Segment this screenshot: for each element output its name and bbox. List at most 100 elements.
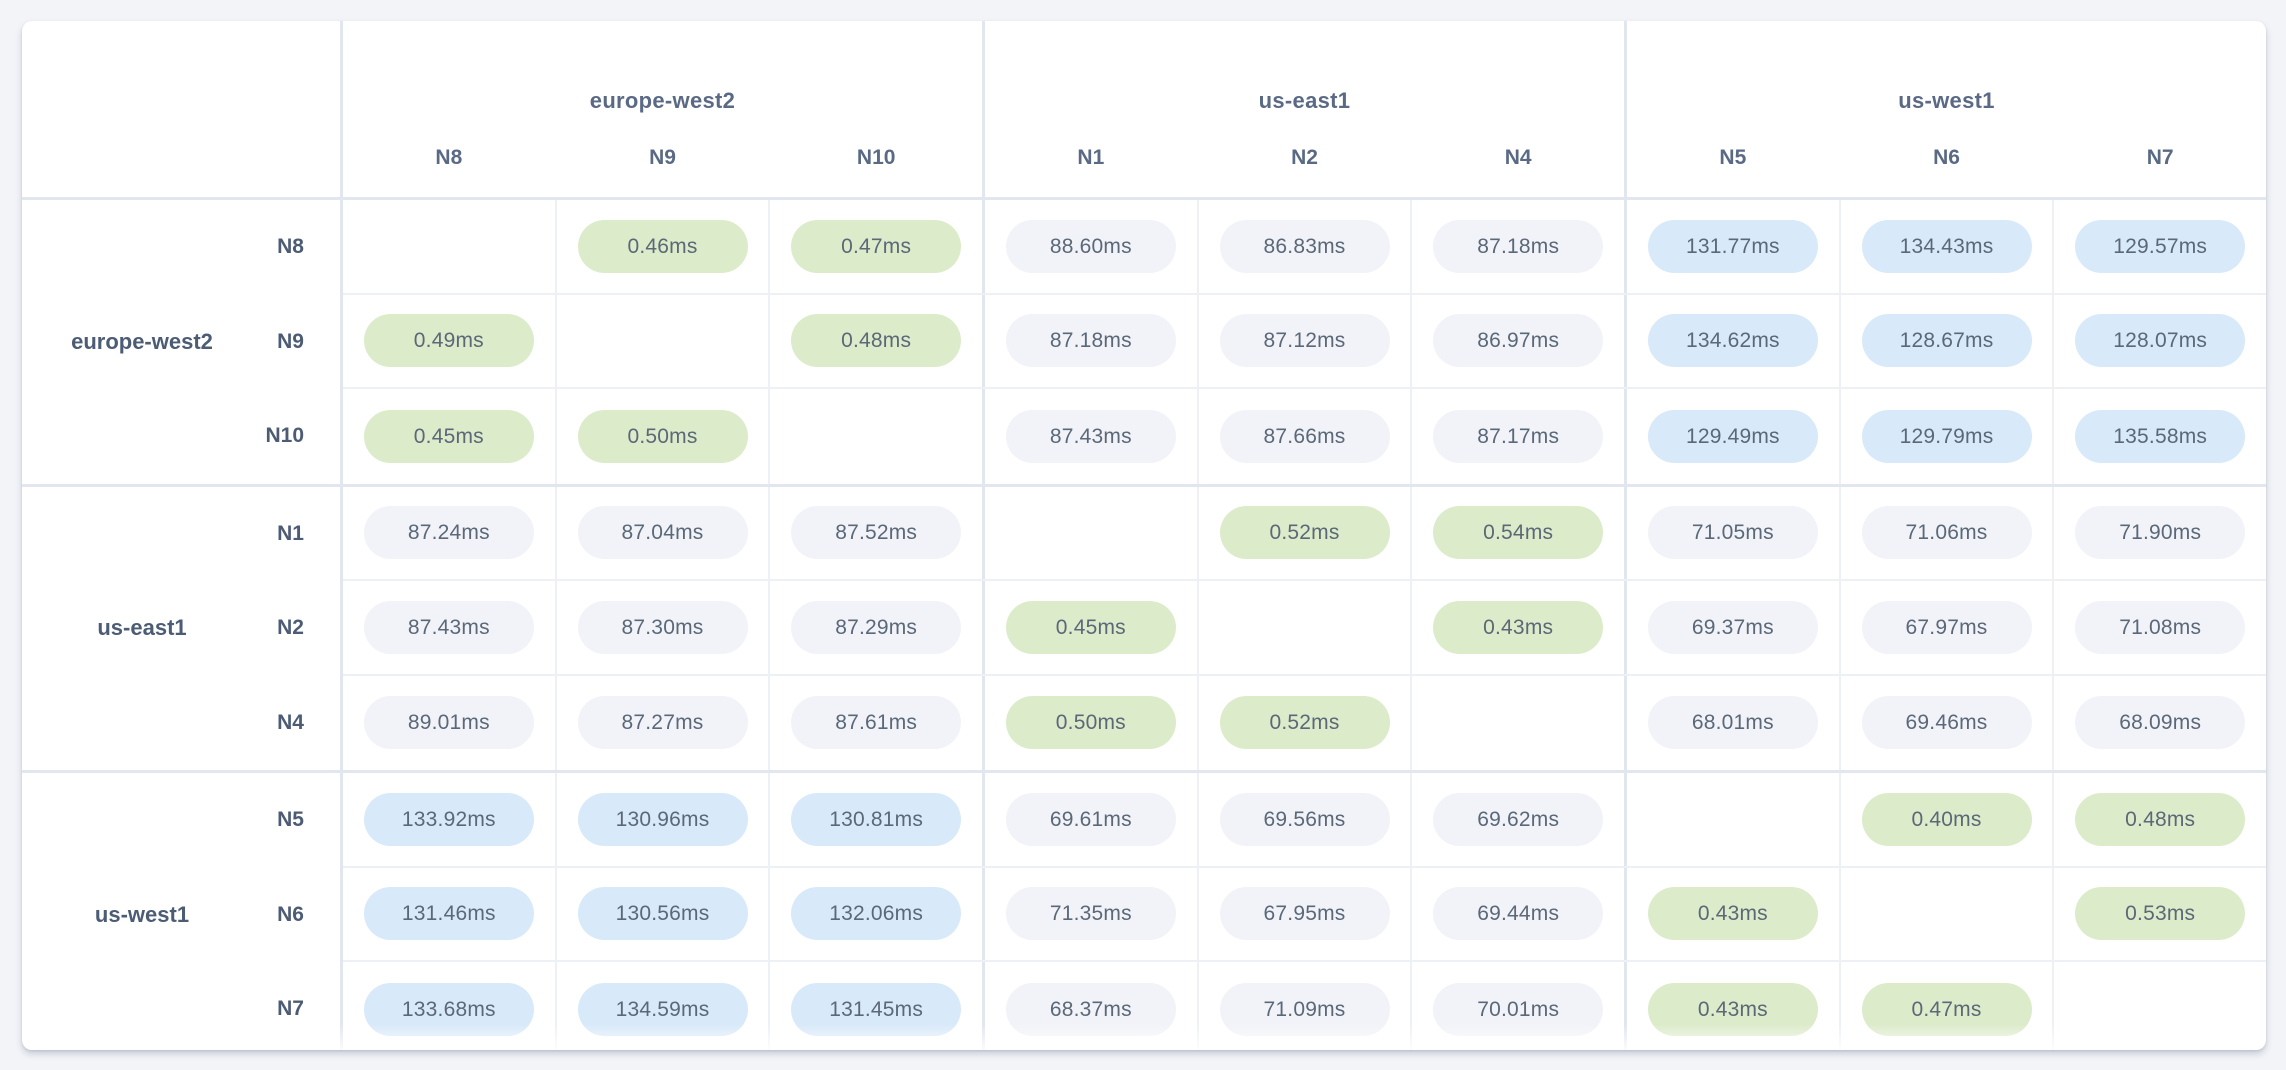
latency-cell: 0.48ms (770, 294, 986, 387)
latency-cell: 87.17ms (1412, 389, 1628, 484)
latency-cell: 69.62ms (1412, 773, 1628, 866)
latency-cell: 69.37ms (1627, 581, 1841, 674)
data-row-N7: 133.68ms 134.59ms 131.45ms 68.37ms 71.09ms 70… (343, 962, 2266, 1050)
latency-pill: 87.43ms (363, 600, 534, 654)
column-node-label: N5 (1719, 146, 1747, 169)
latency-cell: 132.06ms (770, 867, 986, 960)
row-node-labels: N1 N2 N4 (22, 487, 340, 771)
latency-cell: 0.43ms (1627, 867, 1841, 960)
latency-cell: 134.59ms (557, 962, 771, 1050)
latency-pill: 0.43ms (1647, 982, 1818, 1036)
latency-pill: 128.67ms (1861, 314, 2032, 368)
column-node-label: N10 (856, 146, 896, 169)
latency-cell: 129.79ms (1841, 389, 2055, 484)
row-node-label: N9 (277, 329, 304, 353)
latency-pill: 89.01ms (363, 696, 534, 750)
latency-pill: 67.97ms (1861, 600, 2032, 654)
latency-cell: 89.01ms (343, 675, 557, 770)
latency-cell: 71.35ms (985, 867, 1199, 960)
latency-cell: 135.58ms (2054, 389, 2266, 484)
latency-cell: 130.81ms (770, 773, 986, 866)
row-node-labels: N5 N6 N7 (22, 773, 340, 1050)
latency-cell: 71.90ms (2054, 487, 2266, 580)
latency-cell: 134.43ms (1841, 200, 2055, 293)
column-headers: europe-west2 N8 N9 N10 us-east1 N1 N2 N4 us-west… (22, 21, 2266, 200)
latency-pill: 87.61ms (791, 696, 962, 750)
latency-cell: 128.67ms (1841, 294, 2055, 387)
column-node-row: N1 N2 N4 (985, 133, 1624, 197)
latency-cell (1841, 867, 2055, 960)
latency-cell: 71.06ms (1841, 486, 2055, 579)
latency-cell: 0.52ms (1199, 486, 1413, 579)
latency-cell: 0.50ms (557, 389, 771, 484)
latency-cell: 87.43ms (985, 389, 1199, 484)
latency-cell: 0.43ms (1412, 581, 1628, 674)
latency-cell: 87.30ms (557, 581, 771, 674)
row-group-data: 133.92ms 130.96ms 130.81ms 69.61ms 69.56ms 69… (343, 773, 2266, 1050)
latency-cell: 70.01ms (1412, 962, 1628, 1050)
latency-pill: 86.83ms (1219, 219, 1390, 273)
latency-pill: 67.95ms (1219, 887, 1390, 941)
data-row-N8: 0.46ms 0.47ms 88.60ms 86.83ms 87.18ms 131.77m… (343, 200, 2266, 295)
column-group-label: europe-west2 (589, 88, 736, 113)
latency-pill: 87.29ms (791, 600, 962, 654)
data-row-N10: 0.45ms 0.50ms 87.43ms 87.66ms 87.17ms 129.49m… (343, 389, 2266, 484)
column-group-us-west1: us-west1 N5 N6 N7 (1627, 21, 2266, 197)
latency-cell: 0.47ms (1841, 962, 2055, 1050)
latency-pill: 87.12ms (1219, 314, 1390, 368)
latency-pill: 0.52ms (1219, 696, 1390, 750)
latency-pill: 0.50ms (577, 409, 748, 463)
latency-cell: 0.52ms (1199, 675, 1413, 770)
latency-pill: 86.97ms (1433, 314, 1604, 368)
row-region-label: us-east1 (97, 615, 187, 641)
row-group-labels: us-west1 N5 N6 N7 (22, 773, 343, 1050)
latency-cell: 69.46ms (1841, 675, 2055, 770)
latency-pill: 0.48ms (2075, 792, 2246, 846)
latency-cell: 71.08ms (2054, 581, 2266, 674)
latency-cell: 68.09ms (2054, 676, 2266, 771)
latency-cell: 87.61ms (770, 675, 986, 770)
latency-pill: 87.30ms (577, 600, 748, 654)
latency-pill: 0.53ms (2075, 887, 2246, 941)
latency-pill: 87.17ms (1433, 409, 1604, 463)
row-group-labels: us-east1 N1 N2 N4 (22, 486, 343, 771)
latency-cell: 87.27ms (557, 675, 771, 770)
latency-cell: 69.44ms (1412, 867, 1628, 960)
latency-pill: 0.54ms (1433, 506, 1604, 560)
latency-pill: 134.62ms (1647, 314, 1818, 368)
column-node-label: N1 (1077, 146, 1105, 169)
row-group-data: 87.24ms 87.04ms 87.52ms 0.52ms 0.54ms 71.05ms… (343, 486, 2266, 771)
latency-pill: 69.61ms (1005, 792, 1176, 846)
column-group-label: us-west1 (1898, 88, 1995, 113)
row-region-label: us-west1 (94, 901, 190, 927)
row-group-us-east1: us-east1 N1 N2 N4 87.24ms 87.04ms 87.52ms 0.52m… (22, 486, 2266, 773)
latency-pill: 0.43ms (1647, 887, 1818, 941)
latency-pill: 0.43ms (1433, 600, 1604, 654)
latency-pill: 135.58ms (2075, 409, 2246, 463)
latency-cell: 69.61ms (985, 773, 1199, 866)
row-node-label: N6 (277, 902, 304, 926)
latency-cell: 129.49ms (1627, 389, 1841, 484)
column-node-label: N6 (1933, 146, 1960, 169)
latency-cell: 87.43ms (343, 581, 557, 674)
latency-pill: 128.07ms (2075, 314, 2246, 368)
latency-cell: 87.18ms (985, 294, 1199, 387)
latency-pill: 0.50ms (1005, 696, 1176, 750)
row-node-label: N4 (277, 710, 304, 734)
column-node-label: N4 (1504, 146, 1532, 169)
latency-cell: 0.45ms (985, 581, 1199, 674)
latency-cell: 71.09ms (1199, 962, 1413, 1050)
column-group-label: us-east1 (1258, 88, 1351, 113)
latency-pill: 71.09ms (1219, 982, 1390, 1036)
latency-cell (557, 294, 771, 387)
latency-pill: 0.48ms (791, 314, 962, 368)
row-group-europe-west2: europe-west2 N8 N9 N10 0.46ms 0.47ms 88.60ms 86… (22, 200, 2266, 487)
row-group-data: 0.46ms 0.47ms 88.60ms 86.83ms 87.18ms 131.77m… (343, 200, 2266, 484)
latency-pill: 87.04ms (577, 506, 748, 560)
latency-cell: 133.92ms (343, 773, 557, 866)
latency-pill: 69.46ms (1861, 696, 2032, 750)
latency-pill: 131.45ms (791, 982, 962, 1036)
latency-pill: 87.24ms (363, 506, 534, 560)
latency-cell (985, 486, 1199, 579)
latency-cell: 0.40ms (1841, 773, 2055, 866)
